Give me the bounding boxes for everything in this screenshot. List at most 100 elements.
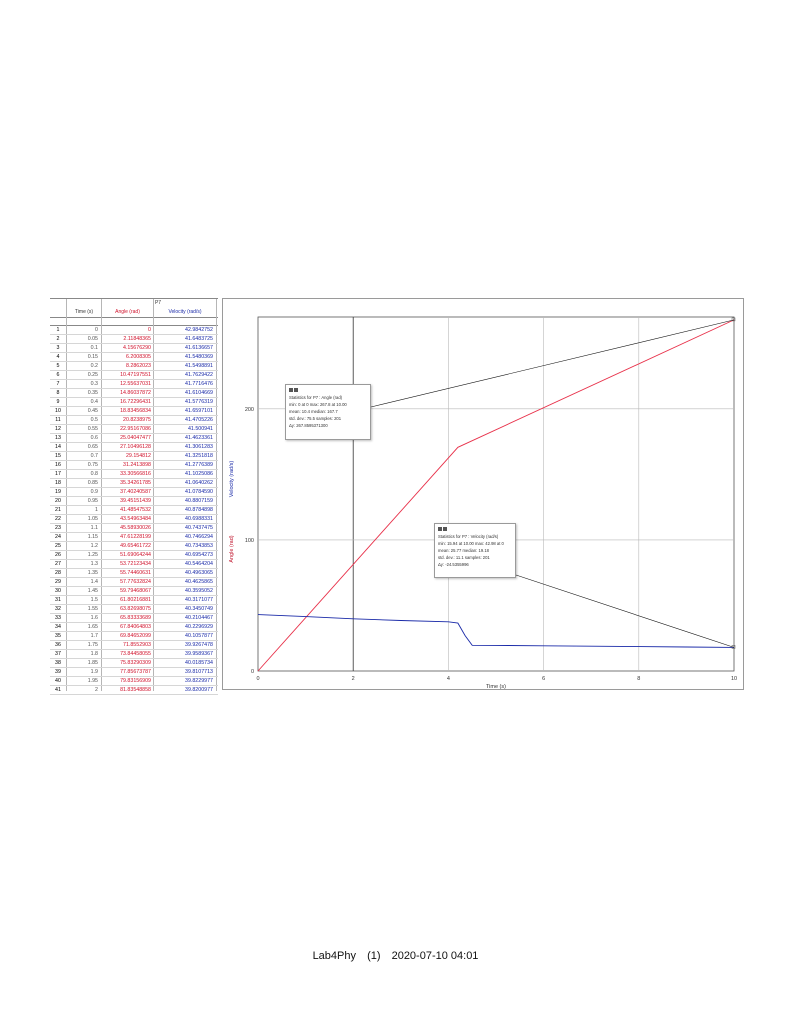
- angle-cell[interactable]: 37.40240587: [120, 489, 151, 495]
- time-cell[interactable]: 0.35: [87, 390, 98, 396]
- row-index-cell[interactable]: 36: [55, 642, 61, 648]
- row-index-cell[interactable]: 23: [55, 525, 61, 531]
- row-index-cell[interactable]: 32: [55, 606, 61, 612]
- angle-cell[interactable]: 57.77632824: [120, 579, 151, 585]
- row-index-cell[interactable]: 12: [55, 426, 61, 432]
- row-index-cell[interactable]: 9: [56, 399, 60, 405]
- time-cell[interactable]: 0.95: [87, 498, 98, 504]
- row-index-cell[interactable]: 27: [55, 561, 61, 567]
- table-row[interactable]: 34 1.65 67.84064803 40.2296929: [50, 623, 218, 632]
- velocity-cell[interactable]: 41.1025086: [185, 471, 213, 477]
- time-cell[interactable]: 0.2: [90, 363, 98, 369]
- angle-cell[interactable]: 81.83548858: [120, 687, 151, 693]
- graph-panel[interactable]: 0 2 4 6 8 10 0 100 200 Time (s) Angle (rad) Velocit…: [222, 298, 744, 690]
- velocity-cell[interactable]: 40.3595052: [185, 588, 213, 594]
- table-row[interactable]: 32 1.55 63.82698075 40.3450749: [50, 605, 218, 614]
- column-header-time[interactable]: Time (s): [74, 309, 94, 315]
- table-row[interactable]: 20 0.95 39.45151439 40.8807159: [50, 497, 218, 506]
- angle-cell[interactable]: 71.8552903: [123, 642, 151, 648]
- angle-cell[interactable]: 29.154812: [125, 453, 151, 459]
- time-cell[interactable]: 0.25: [87, 372, 98, 378]
- time-cell[interactable]: 0.8: [90, 471, 98, 477]
- time-cell[interactable]: 1.85: [87, 660, 98, 666]
- velocity-cell[interactable]: 41.7629422: [185, 372, 213, 378]
- velocity-cell[interactable]: 41.6136657: [185, 345, 213, 351]
- angle-cell[interactable]: 73.84458055: [120, 651, 151, 657]
- table-row[interactable]: 37 1.8 73.84458055 39.9589367: [50, 650, 218, 659]
- angle-cell[interactable]: 69.84652099: [120, 633, 151, 639]
- time-cell[interactable]: 0.3: [90, 381, 98, 387]
- angle-cell[interactable]: 75.83290309: [120, 660, 151, 666]
- column-header-angle[interactable]: Angle (rad): [115, 309, 140, 315]
- time-cell[interactable]: 0.15: [87, 354, 98, 360]
- table-row[interactable]: 33 1.6 65.83333689 40.2104467: [50, 614, 218, 623]
- table-row[interactable]: 14 0.65 27.10496128 41.3061283: [50, 443, 218, 452]
- angle-cell[interactable]: 16.72296431: [120, 399, 151, 405]
- velocity-cell[interactable]: 41.2776389: [185, 462, 213, 468]
- angle-cell[interactable]: 4.15676290: [123, 345, 151, 351]
- table-row[interactable]: 35 1.7 69.84652099 40.1057877: [50, 632, 218, 641]
- row-index-cell[interactable]: 4: [56, 354, 60, 360]
- angle-cell[interactable]: 79.83156909: [120, 678, 151, 684]
- time-cell[interactable]: 1.6: [90, 615, 98, 621]
- velocity-cell[interactable]: 40.5464204: [185, 561, 213, 567]
- angle-cell[interactable]: 8.2862023: [125, 363, 151, 369]
- row-index-cell[interactable]: 34: [55, 624, 61, 630]
- angle-cell[interactable]: 0: [148, 327, 151, 333]
- velocity-cell[interactable]: 40.3171077: [185, 597, 213, 603]
- table-row[interactable]: 25 1.2 49.65461722 40.7343853: [50, 542, 218, 551]
- row-index-cell[interactable]: 15: [55, 453, 61, 459]
- time-cell[interactable]: 1.3: [90, 561, 98, 567]
- time-cell[interactable]: 1.8: [90, 651, 98, 657]
- table-row[interactable]: 13 0.6 25.04047477 41.4623361: [50, 434, 218, 443]
- angle-cell[interactable]: 2.11848365: [123, 336, 151, 342]
- velocity-cell[interactable]: 41.6483725: [185, 336, 213, 342]
- velocity-cell[interactable]: 41.5498891: [185, 363, 213, 369]
- angle-cell[interactable]: 14.86037872: [120, 390, 151, 396]
- table-row[interactable]: 29 1.4 57.77632824 40.4625865: [50, 578, 218, 587]
- velocity-cell[interactable]: 40.6988331: [185, 516, 213, 522]
- time-cell[interactable]: 0.05: [87, 336, 98, 342]
- velocity-cell[interactable]: 40.8807159: [185, 498, 213, 504]
- velocity-cell[interactable]: 40.0185734: [185, 660, 213, 666]
- table-row[interactable]: 39 1.9 77.85673787 39.8107713: [50, 668, 218, 677]
- row-index-cell[interactable]: 22: [55, 516, 61, 522]
- angle-cell[interactable]: 65.83333689: [120, 615, 151, 621]
- velocity-cell[interactable]: 41.6104669: [185, 390, 213, 396]
- row-index-cell[interactable]: 30: [55, 588, 61, 594]
- angle-cell[interactable]: 53.72123434: [120, 561, 151, 567]
- time-cell[interactable]: 0.7: [90, 453, 98, 459]
- table-row[interactable]: 38 1.85 75.83290309 40.0185734: [50, 659, 218, 668]
- table-row[interactable]: 24 1.15 47.61228199 40.7466294: [50, 533, 218, 542]
- velocity-cell[interactable]: 41.0640262: [185, 480, 213, 486]
- table-row[interactable]: 28 1.35 55.74460631 40.4963065: [50, 569, 218, 578]
- angle-cell[interactable]: 33.30566816: [120, 471, 151, 477]
- row-index-cell[interactable]: 6: [56, 372, 60, 378]
- row-index-cell[interactable]: 17: [55, 471, 61, 477]
- velocity-cell[interactable]: 40.3450749: [185, 606, 213, 612]
- velocity-cell[interactable]: 40.2296929: [185, 624, 213, 630]
- row-index-cell[interactable]: 2: [56, 336, 60, 342]
- row-index-cell[interactable]: 20: [55, 498, 61, 504]
- row-index-cell[interactable]: 24: [55, 534, 61, 540]
- table-row[interactable]: 21 1 41.48547532 40.8784898: [50, 506, 218, 515]
- time-cell[interactable]: 1.5: [90, 597, 98, 603]
- table-row[interactable]: 12 0.55 22.95167086 41.500941: [50, 425, 218, 434]
- time-cell[interactable]: 0.85: [87, 480, 98, 486]
- angle-cell[interactable]: 41.48547532: [120, 507, 151, 513]
- row-index-cell[interactable]: 37: [55, 651, 61, 657]
- table-row[interactable]: 15 0.7 29.154812 41.3251818: [50, 452, 218, 461]
- row-index-cell[interactable]: 7: [56, 381, 60, 387]
- angle-cell[interactable]: 35.34261785: [120, 480, 151, 486]
- time-cell[interactable]: 0: [95, 327, 98, 333]
- table-row[interactable]: 5 0.2 8.2862023 41.5498891: [50, 362, 218, 371]
- row-index-cell[interactable]: 13: [55, 435, 61, 441]
- time-cell[interactable]: 1.35: [87, 570, 98, 576]
- velocity-cell[interactable]: 41.4623361: [185, 435, 213, 441]
- row-index-cell[interactable]: 21: [55, 507, 61, 513]
- table-row[interactable]: 31 1.5 61.80216881 40.3171077: [50, 596, 218, 605]
- angle-cell[interactable]: 18.83456834: [120, 408, 151, 414]
- table-row[interactable]: 1 0 0 42.9842752: [50, 326, 218, 335]
- velocity-cell[interactable]: 40.7466294: [185, 534, 213, 540]
